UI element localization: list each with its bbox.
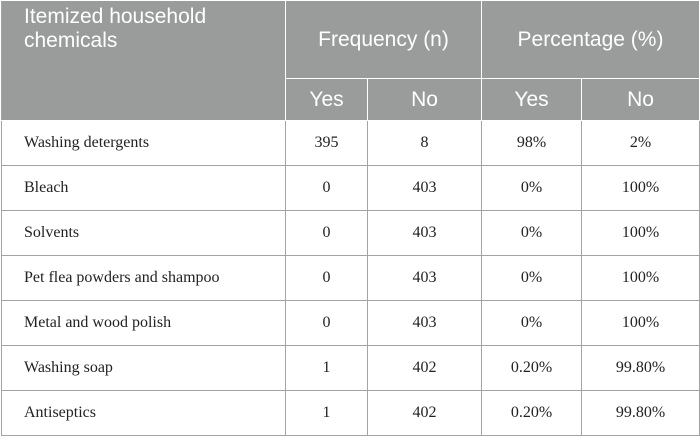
table-row: Solvents 0 403 0% 100% [1, 210, 700, 256]
frequency-yes: 1 [285, 390, 368, 436]
frequency-no: 403 [367, 210, 482, 256]
item-name: Bleach [1, 165, 286, 211]
column-header-percentage: Percentage (%) [481, 1, 700, 79]
item-name: Antiseptics [1, 390, 286, 436]
percentage-yes: 0% [481, 255, 582, 301]
item-name: Solvents [1, 210, 286, 256]
frequency-no: 403 [367, 300, 482, 346]
header-row-sub: Yes No Yes No [2, 78, 700, 121]
percentage-yes: 0.20% [481, 345, 582, 391]
frequency-yes: 0 [285, 300, 368, 346]
percentage-no: 100% [581, 300, 700, 346]
frequency-no: 402 [367, 345, 482, 391]
frequency-yes: 395 [285, 120, 368, 166]
percentage-yes: 0% [481, 210, 582, 256]
table-row: Pet flea powders and shampoo 0 403 0% 10… [1, 255, 700, 301]
header-row-top: Itemized household chemicals Frequency (… [1, 1, 700, 121]
frequency-no: 402 [367, 390, 482, 436]
table-row: Bleach 0 403 0% 100% [1, 165, 700, 211]
frequency-yes: 0 [285, 210, 368, 256]
column-header-item: Itemized household chemicals [1, 1, 286, 121]
column-header-frequency: Frequency (n) [285, 1, 482, 79]
percentage-yes: 0.20% [481, 390, 582, 436]
column-header-percentage-no: No [581, 78, 700, 121]
percentage-no: 99.80% [581, 390, 700, 436]
column-header-percentage-yes: Yes [481, 78, 582, 121]
frequency-yes: 0 [285, 165, 368, 211]
frequency-no: 403 [367, 255, 482, 301]
frequency-yes: 1 [285, 345, 368, 391]
percentage-yes: 0% [481, 165, 582, 211]
percentage-no: 100% [581, 210, 700, 256]
table-row: Antiseptics 1 402 0.20% 99.80% [1, 390, 700, 436]
percentage-no: 2% [581, 120, 700, 166]
table-row: Metal and wood polish 0 403 0% 100% [1, 300, 700, 346]
frequency-no: 403 [367, 165, 482, 211]
percentage-no: 99.80% [581, 345, 700, 391]
table-row: Washing soap 1 402 0.20% 99.80% [1, 345, 700, 391]
item-name: Pet flea powders and shampoo [1, 255, 286, 301]
percentage-yes: 0% [481, 300, 582, 346]
percentage-yes: 98% [481, 120, 582, 166]
percentage-no: 100% [581, 255, 700, 301]
frequency-yes: 0 [285, 255, 368, 301]
item-name: Metal and wood polish [1, 300, 286, 346]
percentage-no: 100% [581, 165, 700, 211]
column-header-frequency-yes: Yes [285, 78, 368, 121]
column-header-frequency-no: No [367, 78, 482, 121]
frequency-no: 8 [367, 120, 482, 166]
item-name: Washing detergents [1, 120, 286, 166]
item-name: Washing soap [1, 345, 286, 391]
table-row: Washing detergents 395 8 98% 2% [1, 120, 700, 166]
